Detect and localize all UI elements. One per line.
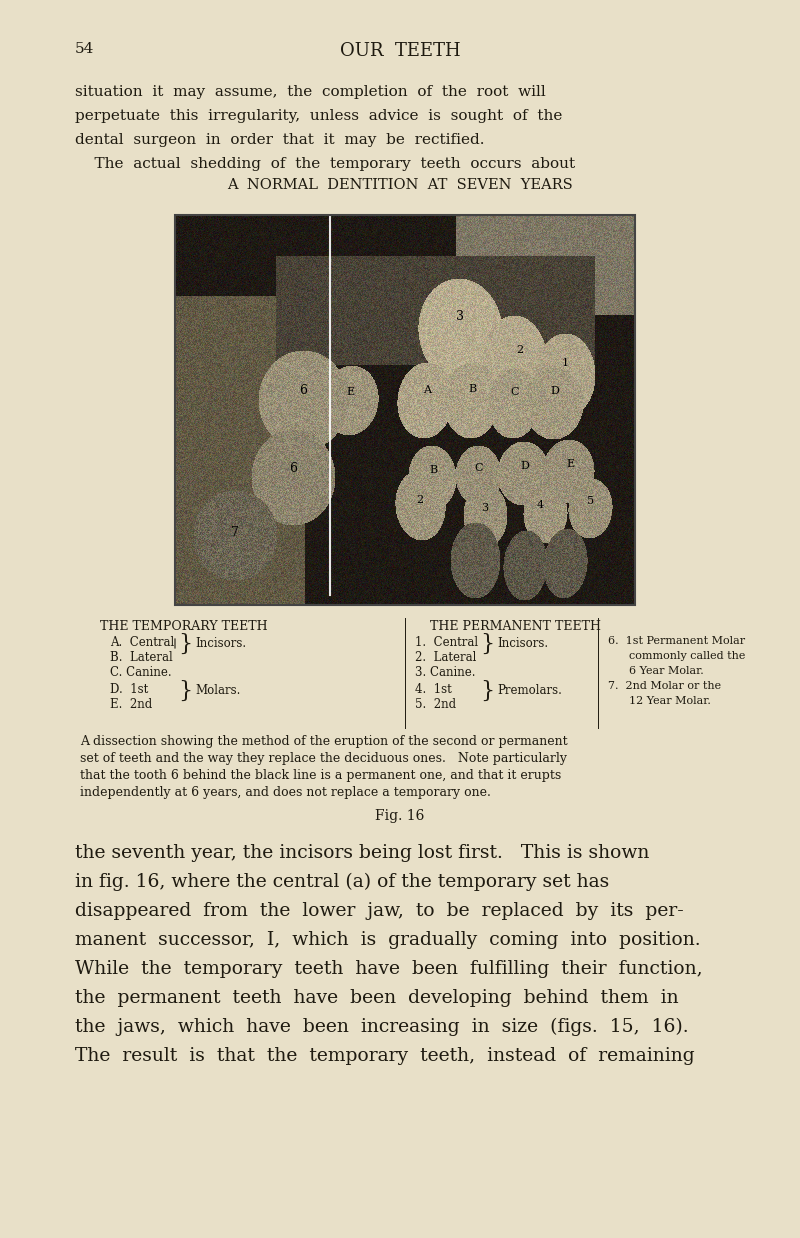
Text: 1: 1 <box>562 358 569 368</box>
Text: 12 Year Molar.: 12 Year Molar. <box>608 696 711 706</box>
Text: in fig. 16, where the central (a) of the temporary set has: in fig. 16, where the central (a) of the… <box>75 873 610 891</box>
Text: disappeared  from  the  lower  jaw,  to  be  replaced  by  its  per-: disappeared from the lower jaw, to be re… <box>75 903 684 920</box>
Text: the  permanent  teeth  have  been  developing  behind  them  in: the permanent teeth have been developing… <box>75 989 678 1006</box>
Text: A: A <box>423 385 431 395</box>
Text: }: } <box>178 633 192 655</box>
Text: }: } <box>480 680 494 702</box>
Text: Molars.: Molars. <box>195 685 240 697</box>
Text: commonly called the: commonly called the <box>608 651 746 661</box>
Text: independently at 6 years, and does not replace a temporary one.: independently at 6 years, and does not r… <box>80 786 491 799</box>
Text: E: E <box>566 459 574 469</box>
Text: C: C <box>474 463 483 473</box>
Text: The  actual  shedding  of  the  temporary  teeth  occurs  about: The actual shedding of the temporary tee… <box>75 157 575 171</box>
Text: Incisors.: Incisors. <box>195 638 246 650</box>
Text: set of teeth and the way they replace the deciduous ones.   Note particularly: set of teeth and the way they replace th… <box>80 751 567 765</box>
Text: 1.  Central: 1. Central <box>415 636 478 649</box>
Text: C. Canine.: C. Canine. <box>110 666 172 678</box>
Text: 7: 7 <box>231 525 239 539</box>
Text: 2.  Lateral: 2. Lateral <box>415 651 476 664</box>
Text: 54: 54 <box>75 42 94 56</box>
Text: 3: 3 <box>456 311 464 323</box>
Text: D: D <box>550 386 559 396</box>
Text: Incisors.: Incisors. <box>497 638 548 650</box>
Text: 3. Canine.: 3. Canine. <box>415 666 475 678</box>
Text: A  NORMAL  DENTITION  AT  SEVEN  YEARS: A NORMAL DENTITION AT SEVEN YEARS <box>227 178 573 192</box>
Text: 4.  1st: 4. 1st <box>415 683 452 696</box>
Text: OUR  TEETH: OUR TEETH <box>340 42 460 59</box>
Text: the seventh year, the incisors being lost first.   This is shown: the seventh year, the incisors being los… <box>75 844 650 862</box>
Text: E: E <box>346 387 354 397</box>
Text: D: D <box>521 461 530 470</box>
Text: 6: 6 <box>289 463 297 475</box>
Text: C: C <box>510 387 519 397</box>
Text: Fig. 16: Fig. 16 <box>375 808 425 823</box>
Text: The  result  is  that  the  temporary  teeth,  instead  of  remaining: The result is that the temporary teeth, … <box>75 1047 694 1065</box>
Text: 5: 5 <box>587 496 594 506</box>
Text: 6 Year Molar.: 6 Year Molar. <box>608 666 704 676</box>
Text: }: } <box>480 633 494 655</box>
Text: the  jaws,  which  have  been  increasing  in  size  (figs.  15,  16).: the jaws, which have been increasing in … <box>75 1018 689 1036</box>
Text: THE PERMANENT TEETH: THE PERMANENT TEETH <box>430 620 601 633</box>
Text: manent  successor,  I,  which  is  gradually  coming  into  position.: manent successor, I, which is gradually … <box>75 931 701 950</box>
Text: D.  1st: D. 1st <box>110 683 148 696</box>
Text: 4: 4 <box>537 500 543 510</box>
Text: 2: 2 <box>517 345 523 355</box>
Text: E.  2nd: E. 2nd <box>110 698 152 711</box>
Text: B: B <box>429 465 437 475</box>
Text: perpetuate  this  irregularity,  unless  advice  is  sought  of  the: perpetuate this irregularity, unless adv… <box>75 109 562 123</box>
Text: Premolars.: Premolars. <box>497 685 562 697</box>
Text: that the tooth 6 behind the black line is a permanent one, and that it erupts: that the tooth 6 behind the black line i… <box>80 769 562 782</box>
Text: situation  it  may  assume,  the  completion  of  the  root  will: situation it may assume, the completion … <box>75 85 546 99</box>
Text: B.  Lateral: B. Lateral <box>110 651 173 664</box>
Text: }: } <box>178 680 192 702</box>
Text: While  the  temporary  teeth  have  been  fulfilling  their  function,: While the temporary teeth have been fulf… <box>75 959 702 978</box>
Text: 5.  2nd: 5. 2nd <box>415 698 456 711</box>
Text: 2: 2 <box>417 495 423 505</box>
Text: B: B <box>468 384 476 394</box>
Text: A dissection showing the method of the eruption of the second or permanent: A dissection showing the method of the e… <box>80 735 568 748</box>
Text: dental  surgeon  in  order  that  it  may  be  rectified.: dental surgeon in order that it may be r… <box>75 132 485 147</box>
Text: THE TEMPORARY TEETH: THE TEMPORARY TEETH <box>100 620 268 633</box>
Text: 6.  1st Permanent Molar: 6. 1st Permanent Molar <box>608 636 745 646</box>
Text: 6: 6 <box>299 385 307 397</box>
Text: A.  Central: A. Central <box>110 636 174 649</box>
Text: 7.  2nd Molar or the: 7. 2nd Molar or the <box>608 681 721 691</box>
Text: 3: 3 <box>482 503 489 513</box>
